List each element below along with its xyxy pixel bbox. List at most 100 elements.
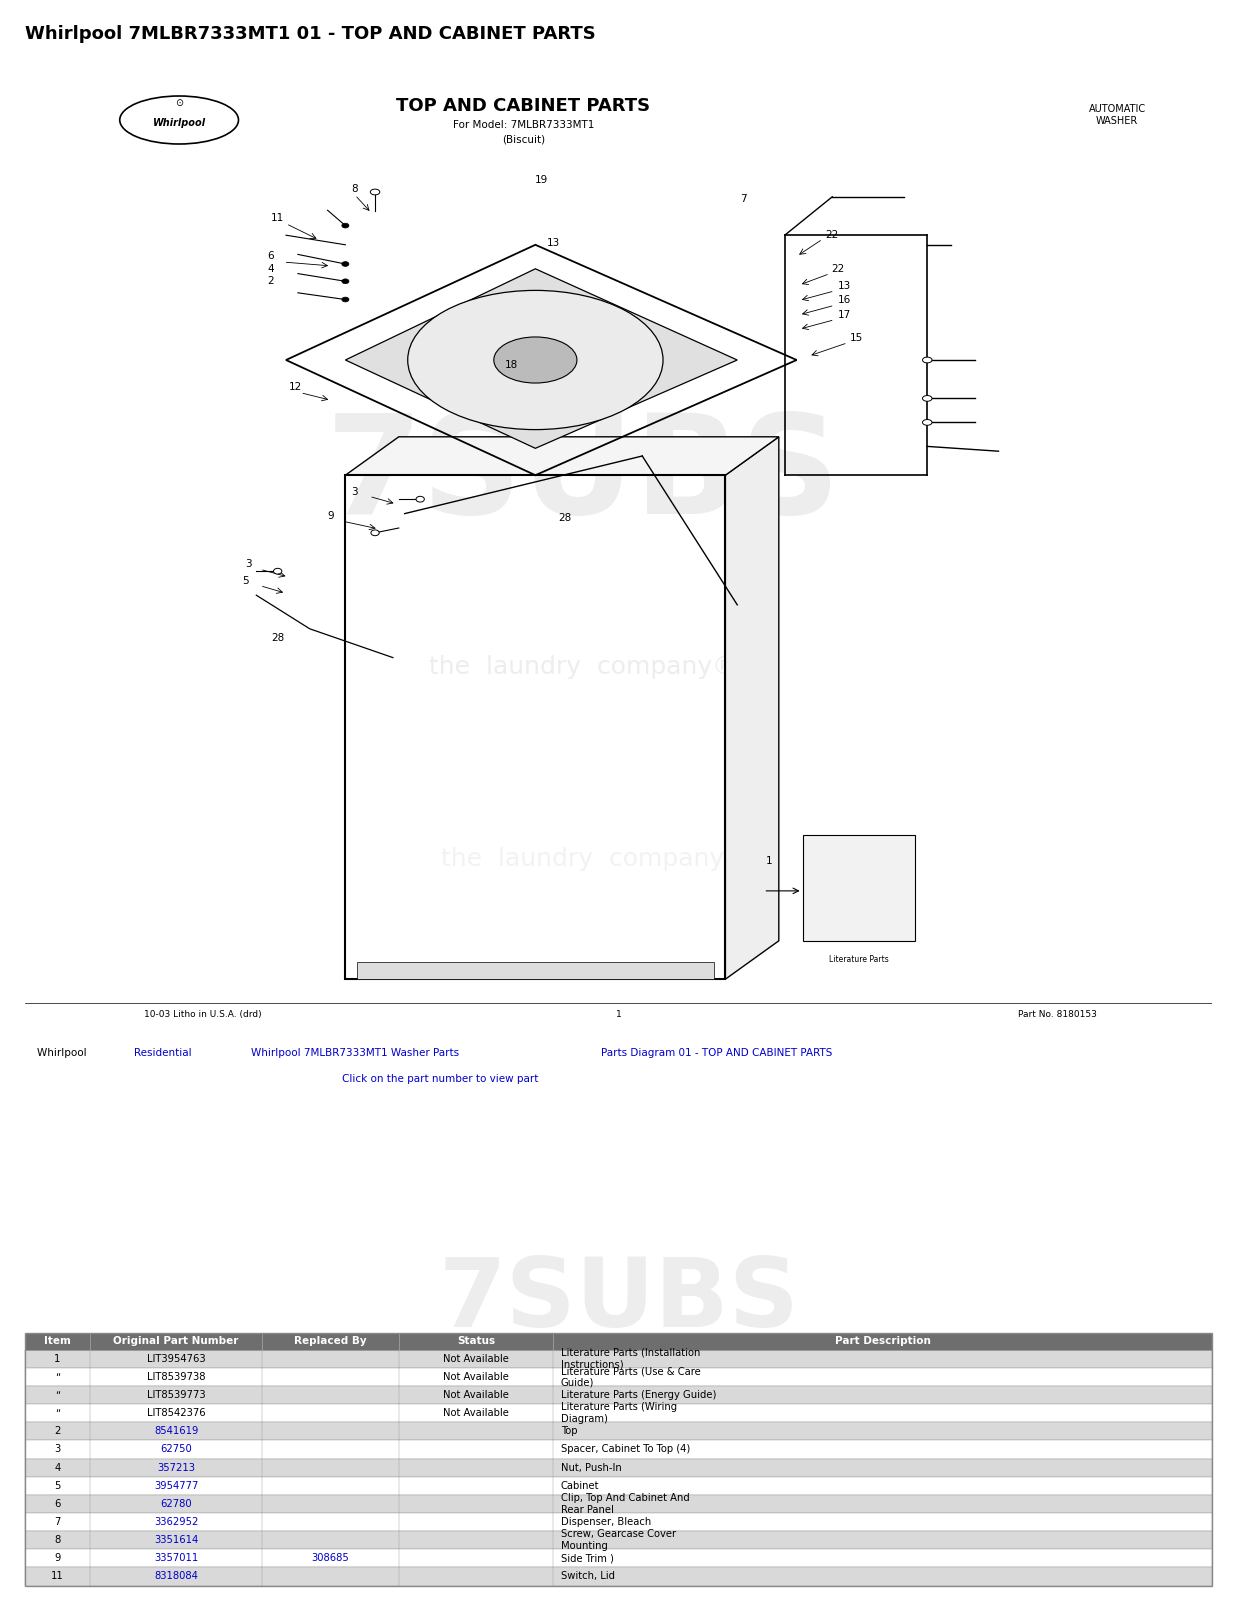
Text: 7SUBS: 7SUBS xyxy=(438,1254,799,1347)
Text: 22: 22 xyxy=(831,264,845,274)
Text: Whirlpool 7MLBR7333MT1 Washer Parts: Whirlpool 7MLBR7333MT1 Washer Parts xyxy=(251,1048,463,1059)
Text: 28: 28 xyxy=(271,634,285,643)
Text: 7: 7 xyxy=(740,194,746,203)
Ellipse shape xyxy=(923,357,931,363)
Text: Dispenser, Bleach: Dispenser, Bleach xyxy=(560,1517,651,1526)
Text: 5: 5 xyxy=(54,1480,61,1491)
Text: 5: 5 xyxy=(242,576,249,586)
Polygon shape xyxy=(345,269,737,448)
Ellipse shape xyxy=(273,568,282,574)
Text: 4: 4 xyxy=(267,264,273,274)
Bar xyxy=(25,1494,1212,1514)
Text: Whirlpool 7MLBR7333MT1 01 - TOP AND CABINET PARTS: Whirlpool 7MLBR7333MT1 01 - TOP AND CABI… xyxy=(25,24,595,43)
Text: Spacer, Cabinet To Top (4): Spacer, Cabinet To Top (4) xyxy=(560,1445,690,1454)
Text: Side Trim ): Side Trim ) xyxy=(560,1554,614,1563)
Polygon shape xyxy=(725,437,779,979)
Text: 8: 8 xyxy=(351,184,359,194)
Text: Clip, Top And Cabinet And
Rear Panel: Clip, Top And Cabinet And Rear Panel xyxy=(560,1493,689,1515)
Text: “: “ xyxy=(54,1390,59,1400)
Ellipse shape xyxy=(416,496,424,502)
Text: “: “ xyxy=(54,1408,59,1418)
Bar xyxy=(25,1405,1212,1422)
Text: Literature Parts (Installation
Instructions): Literature Parts (Installation Instructi… xyxy=(560,1347,700,1370)
Bar xyxy=(25,1386,1212,1405)
Text: Not Available: Not Available xyxy=(443,1354,508,1363)
Bar xyxy=(25,1549,1212,1568)
Text: LIT3954763: LIT3954763 xyxy=(147,1354,205,1363)
Text: 7: 7 xyxy=(54,1517,61,1526)
Bar xyxy=(25,1333,1212,1350)
Text: 11: 11 xyxy=(51,1571,64,1581)
Text: TOP AND CABINET PARTS: TOP AND CABINET PARTS xyxy=(396,96,651,115)
Bar xyxy=(25,1368,1212,1386)
Text: 13: 13 xyxy=(547,238,560,248)
Text: Replaced By: Replaced By xyxy=(294,1336,367,1346)
Bar xyxy=(803,835,915,941)
Text: Item: Item xyxy=(45,1336,71,1346)
Text: Part Description: Part Description xyxy=(835,1336,930,1346)
Text: 3: 3 xyxy=(351,486,359,496)
Text: LIT8542376: LIT8542376 xyxy=(147,1408,205,1418)
Polygon shape xyxy=(345,437,779,475)
Text: 2: 2 xyxy=(54,1426,61,1437)
Text: 3: 3 xyxy=(54,1445,61,1454)
Bar xyxy=(25,1514,1212,1531)
Text: Parts Diagram 01 - TOP AND CABINET PARTS: Parts Diagram 01 - TOP AND CABINET PARTS xyxy=(601,1048,833,1059)
Text: 19: 19 xyxy=(534,174,548,184)
Text: 3362952: 3362952 xyxy=(153,1517,198,1526)
Text: Literature Parts: Literature Parts xyxy=(829,955,888,965)
Text: 17: 17 xyxy=(837,310,851,320)
Ellipse shape xyxy=(494,338,576,382)
Text: For Model: 7MLBR7333MT1: For Model: 7MLBR7333MT1 xyxy=(453,120,594,130)
Text: 1: 1 xyxy=(766,856,773,866)
Bar xyxy=(25,1350,1212,1368)
Text: Screw, Gearcase Cover
Mounting: Screw, Gearcase Cover Mounting xyxy=(560,1530,675,1550)
Text: ⊙: ⊙ xyxy=(176,98,183,107)
Text: “: “ xyxy=(54,1371,59,1382)
Ellipse shape xyxy=(923,419,931,426)
Text: the  laundry  company: the laundry company xyxy=(492,1453,745,1472)
Text: Literature Parts (Energy Guide): Literature Parts (Energy Guide) xyxy=(560,1390,716,1400)
Bar xyxy=(25,1568,1212,1586)
Text: 3351614: 3351614 xyxy=(155,1534,198,1546)
Text: Top: Top xyxy=(560,1426,578,1437)
Text: LIT8539738: LIT8539738 xyxy=(147,1371,205,1382)
Text: 3954777: 3954777 xyxy=(153,1480,198,1491)
Text: 8541619: 8541619 xyxy=(153,1426,198,1437)
Ellipse shape xyxy=(408,291,663,429)
Bar xyxy=(25,1531,1212,1549)
Text: the  laundry  company: the laundry company xyxy=(442,848,725,870)
Text: Literature Parts (Wiring
Diagram): Literature Parts (Wiring Diagram) xyxy=(560,1402,677,1424)
Text: 62750: 62750 xyxy=(161,1445,192,1454)
Text: 357213: 357213 xyxy=(157,1462,195,1472)
Text: 6: 6 xyxy=(54,1499,61,1509)
Text: 4: 4 xyxy=(54,1462,61,1472)
Text: 3: 3 xyxy=(245,560,251,570)
Text: Nut, Push-In: Nut, Push-In xyxy=(560,1462,621,1472)
Text: 9: 9 xyxy=(54,1554,61,1563)
Bar xyxy=(25,1477,1212,1494)
Text: 2: 2 xyxy=(267,277,273,286)
Ellipse shape xyxy=(370,189,380,195)
Text: 11: 11 xyxy=(271,213,285,222)
Text: Original Part Number: Original Part Number xyxy=(114,1336,239,1346)
Text: Not Available: Not Available xyxy=(443,1371,508,1382)
Text: 12: 12 xyxy=(289,382,302,392)
Text: 18: 18 xyxy=(505,360,518,370)
Ellipse shape xyxy=(341,261,349,267)
Text: 9: 9 xyxy=(328,512,334,522)
Text: 15: 15 xyxy=(850,333,862,342)
Text: LIT8539773: LIT8539773 xyxy=(147,1390,205,1400)
Bar xyxy=(357,962,714,979)
Text: the  laundry  company®: the laundry company® xyxy=(429,656,737,678)
Text: AUTOMATIC
WASHER: AUTOMATIC WASHER xyxy=(1089,104,1145,126)
Text: 308685: 308685 xyxy=(312,1554,349,1563)
Text: 6: 6 xyxy=(267,251,273,261)
Text: Part No. 8180153: Part No. 8180153 xyxy=(1018,1010,1097,1019)
Text: Literature Parts (Use & Care
Guide): Literature Parts (Use & Care Guide) xyxy=(560,1366,700,1387)
Ellipse shape xyxy=(341,278,349,283)
Text: Residential: Residential xyxy=(134,1048,195,1059)
Text: (Biscuit): (Biscuit) xyxy=(502,134,546,144)
Ellipse shape xyxy=(341,222,349,227)
Text: 8: 8 xyxy=(54,1534,61,1546)
